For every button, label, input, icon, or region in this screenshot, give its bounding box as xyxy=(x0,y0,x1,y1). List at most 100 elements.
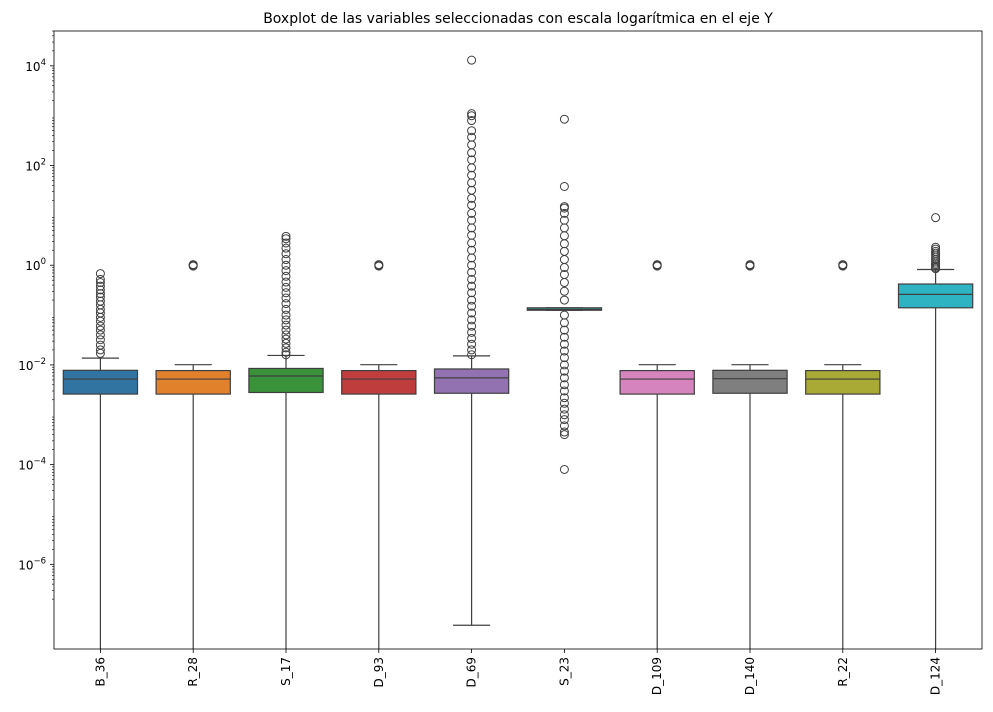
outlier-point xyxy=(467,178,477,188)
outlier-point xyxy=(559,386,569,396)
outlier-point xyxy=(281,330,291,340)
outlier-point xyxy=(281,299,291,309)
outlier-point xyxy=(559,208,569,218)
y-tick-label: 10−6 xyxy=(18,556,46,572)
outlier-point xyxy=(467,132,477,142)
outlier-point xyxy=(467,327,477,337)
box-D_69 xyxy=(433,55,510,626)
outlier-point xyxy=(559,278,569,288)
outlier-point xyxy=(559,270,569,280)
outlier-point xyxy=(95,330,105,340)
outlier-point xyxy=(467,281,477,291)
outlier-point xyxy=(559,415,569,425)
x-tick-label: D_124 xyxy=(929,657,943,695)
box-iqr xyxy=(433,368,510,394)
outlier-point xyxy=(467,315,477,325)
y-tick-label: 10−2 xyxy=(18,357,46,373)
outlier-point xyxy=(559,239,569,249)
outlier-point xyxy=(559,181,569,191)
outlier-point xyxy=(281,325,291,335)
outlier-point xyxy=(467,200,477,210)
outlier-point xyxy=(652,260,662,270)
outlier-point xyxy=(467,267,477,277)
outlier-point xyxy=(559,464,569,474)
outlier-point xyxy=(559,410,569,420)
outlier-point xyxy=(467,301,477,311)
outlier-point xyxy=(559,353,569,363)
outlier-point xyxy=(467,321,477,331)
outlier-point xyxy=(467,245,477,255)
outlier-point xyxy=(95,289,105,299)
x-axis: B_36 R_28 S_17 D_93 D_69 S_23 D_109 D_140 R_22 D_… xyxy=(93,649,943,695)
outlier-point xyxy=(559,366,569,376)
outlier-point xyxy=(281,310,291,320)
box-iqr xyxy=(341,369,417,395)
outlier-point xyxy=(559,360,569,370)
outlier-point xyxy=(281,350,291,360)
outlier-point xyxy=(559,114,569,124)
outlier-point xyxy=(467,295,477,305)
outlier-point xyxy=(281,260,291,270)
outlier-point xyxy=(559,346,569,356)
box-D_140 xyxy=(712,260,788,649)
outlier-point xyxy=(467,230,477,240)
outlier-point xyxy=(281,234,291,244)
outlier-point xyxy=(559,286,569,296)
y-axis: 10−6 10−4 10−2 100 102 104 xyxy=(18,30,54,600)
outlier-point xyxy=(467,308,477,318)
outlier-point xyxy=(559,373,569,383)
outlier-point xyxy=(467,163,477,173)
outlier-point xyxy=(281,266,291,276)
outlier-point xyxy=(467,345,477,355)
outlier-point xyxy=(467,260,477,270)
outlier-point xyxy=(95,292,105,302)
outlier-point xyxy=(281,231,291,241)
outlier-point xyxy=(95,278,105,288)
box-iqr xyxy=(619,369,695,395)
x-tick-label: D_109 xyxy=(650,657,664,695)
outlier-point xyxy=(745,260,755,270)
outlier-point xyxy=(467,339,477,349)
box-iqr xyxy=(897,283,974,309)
x-tick-label: D_140 xyxy=(743,657,757,695)
x-tick-label: S_17 xyxy=(279,657,293,686)
x-tick-label: S_23 xyxy=(557,657,571,686)
outlier-point xyxy=(559,310,569,320)
outlier-point xyxy=(559,339,569,349)
outlier-point xyxy=(559,398,569,408)
outlier-point xyxy=(559,325,569,335)
outlier-point xyxy=(838,260,848,270)
outlier-point xyxy=(281,343,291,353)
outlier-point xyxy=(559,295,569,305)
chart-title: Boxplot de las variables seleccionadas c… xyxy=(263,11,773,27)
outlier-point xyxy=(95,274,105,284)
outlier-point xyxy=(559,202,569,212)
y-tick-label: 100 xyxy=(25,257,46,273)
outlier-point xyxy=(467,111,477,121)
box-R_28 xyxy=(155,260,231,649)
outlier-point xyxy=(559,427,569,437)
outlier-point xyxy=(559,404,569,414)
box-iqr xyxy=(712,369,788,394)
outlier-point xyxy=(467,288,477,298)
outlier-point xyxy=(467,55,477,65)
outlier-point xyxy=(281,304,291,314)
outlier-point xyxy=(559,393,569,403)
outlier-point xyxy=(559,215,569,225)
box-iqr xyxy=(805,369,881,395)
x-tick-label: B_36 xyxy=(93,657,107,687)
outlier-point xyxy=(559,231,569,241)
outlier-point xyxy=(281,347,291,357)
outlier-point xyxy=(467,274,477,284)
outlier-point xyxy=(95,335,105,345)
outlier-point xyxy=(467,350,477,360)
outlier-point xyxy=(931,246,941,256)
outlier-point xyxy=(281,277,291,287)
outlier-point xyxy=(559,255,569,265)
outlier-point xyxy=(559,223,569,233)
box-S_17 xyxy=(248,231,324,649)
outlier-point xyxy=(188,260,198,270)
outlier-point xyxy=(559,332,569,342)
outlier-point xyxy=(467,126,477,136)
